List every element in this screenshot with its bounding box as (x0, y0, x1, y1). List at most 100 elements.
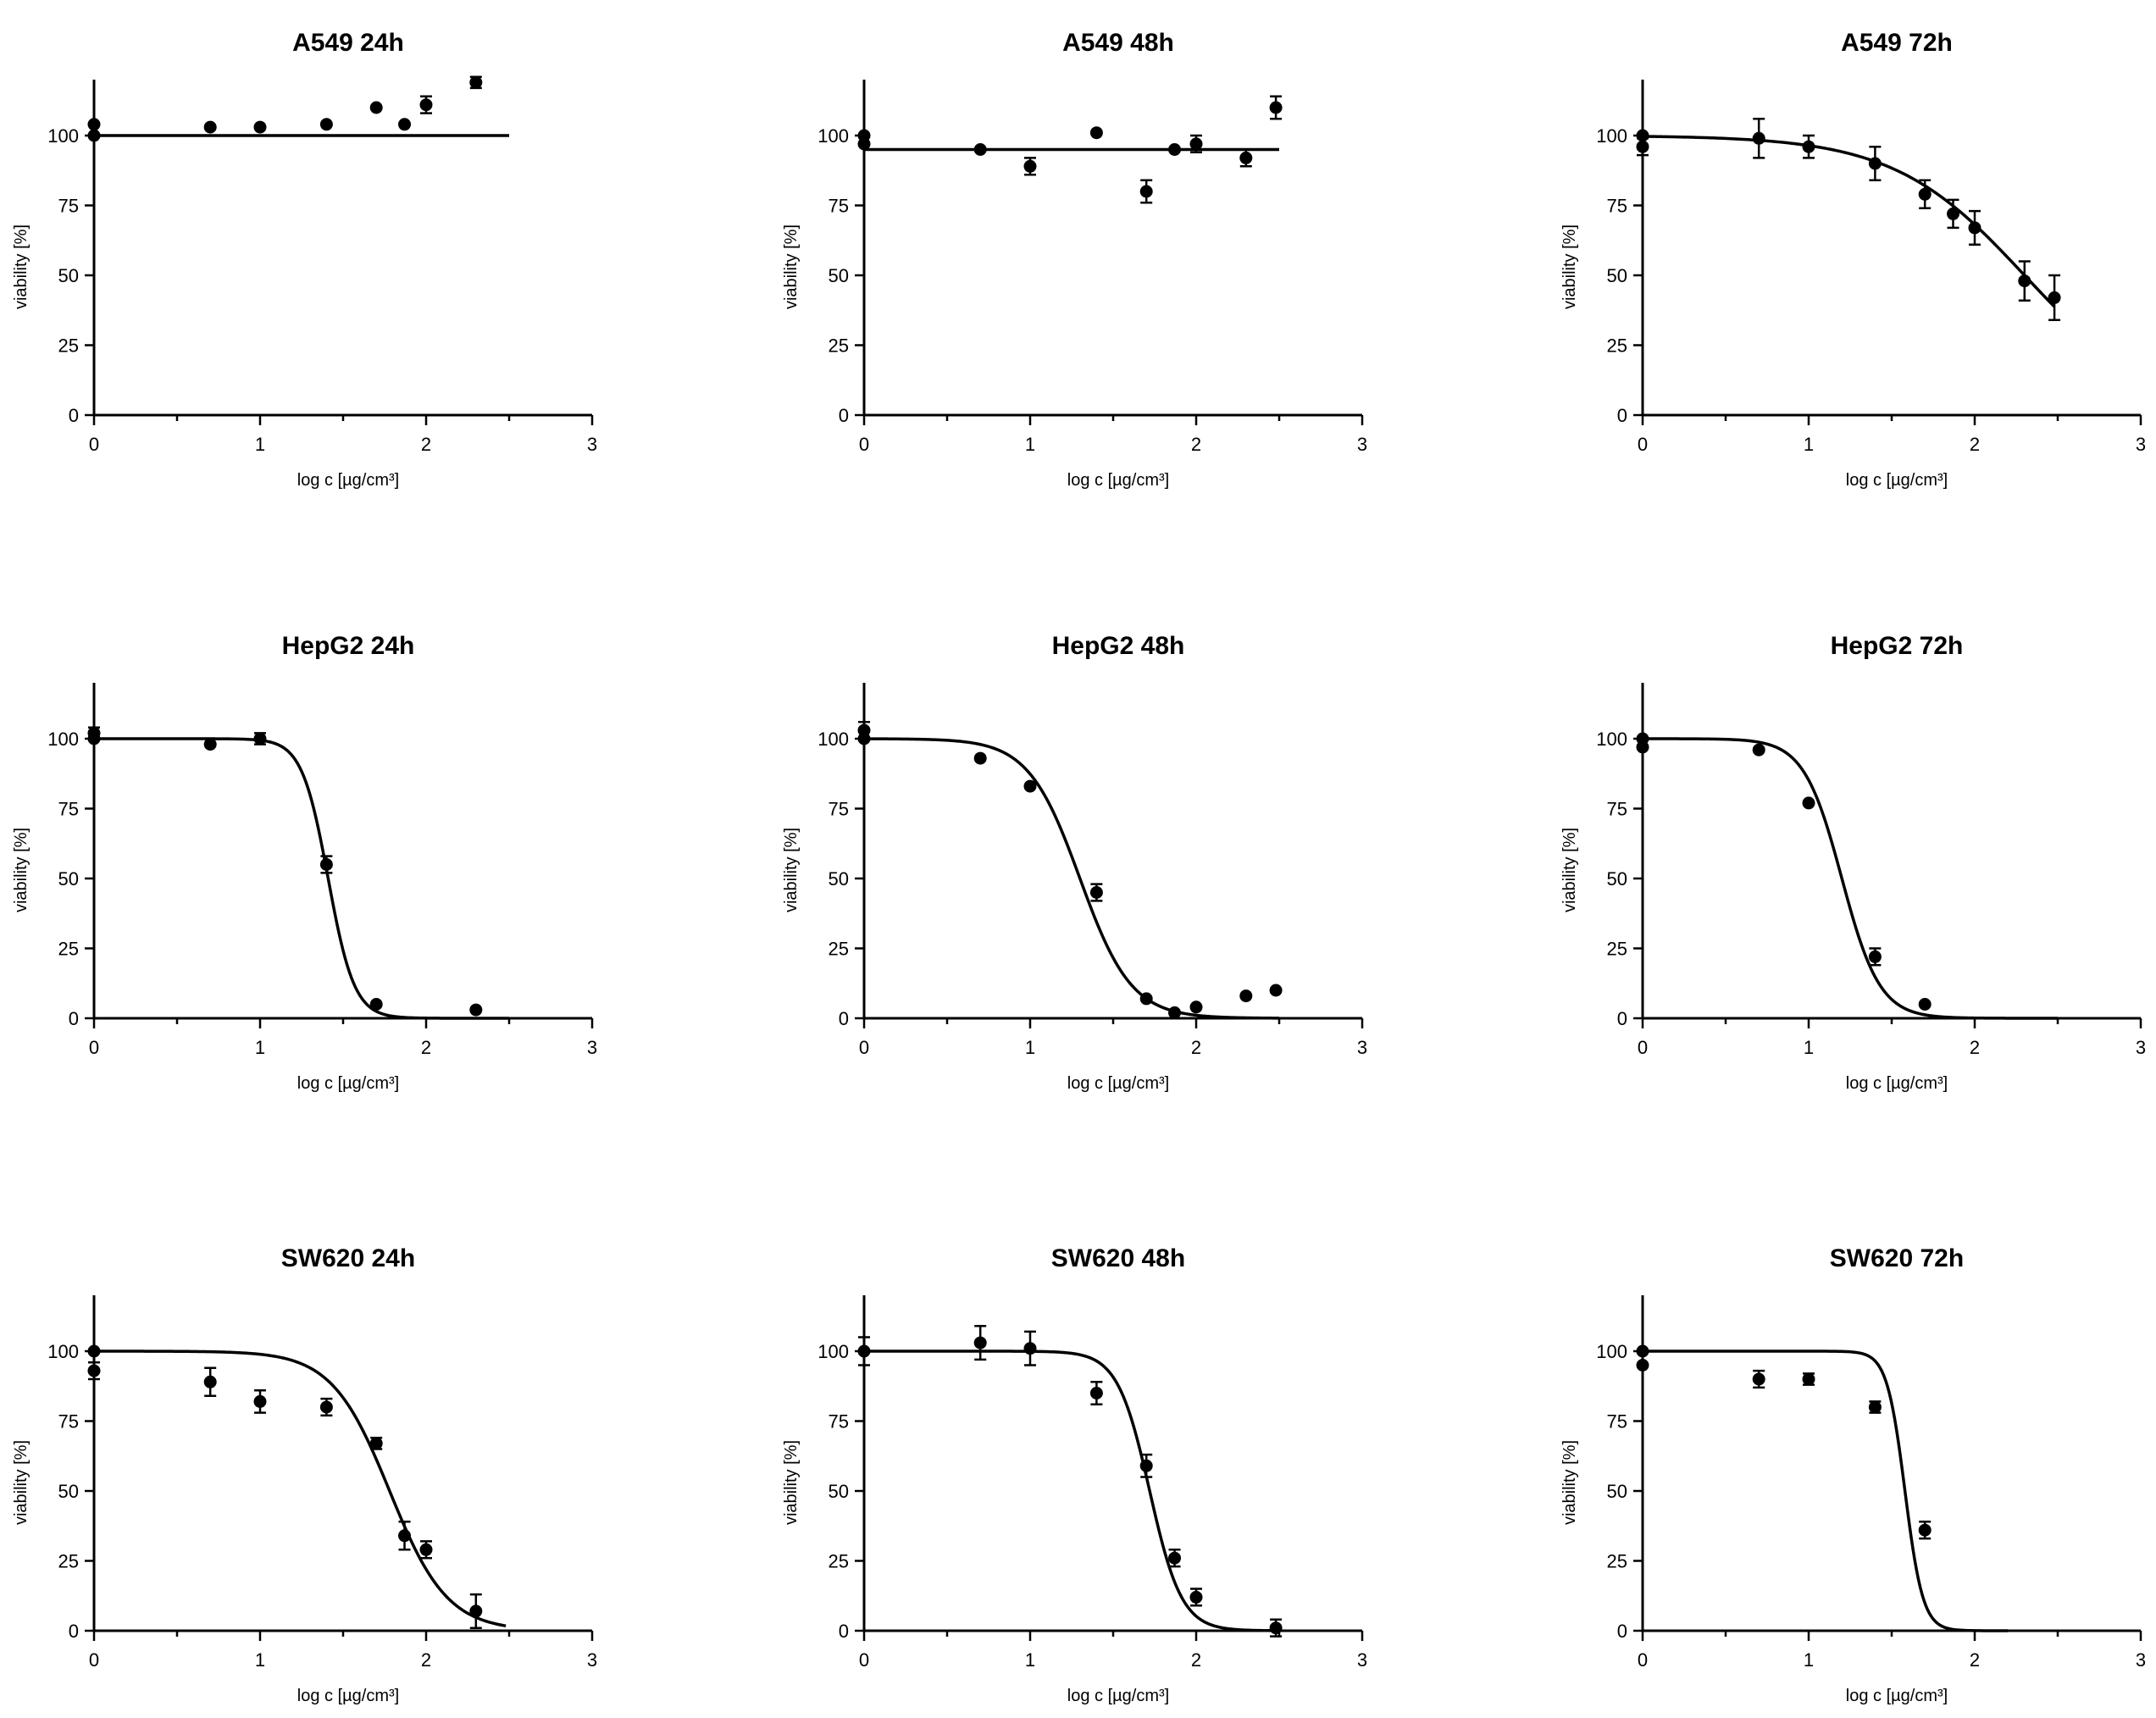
chart-title: SW620 72h (1830, 1244, 1964, 1272)
data-point (87, 129, 101, 142)
fit-curve (1642, 135, 2056, 308)
data-point (1269, 984, 1283, 997)
y-tick-label: 25 (58, 1551, 79, 1572)
x-tick-label: 3 (587, 1037, 597, 1058)
x-axis-label: log c [µg/cm³] (1067, 471, 1169, 490)
y-axis-label: viability [%] (782, 1440, 801, 1525)
data-point (1802, 140, 1815, 153)
y-axis-label: viability [%] (12, 1440, 30, 1525)
x-tick-label: 1 (1804, 434, 1814, 455)
y-tick-label: 100 (47, 125, 79, 147)
x-tick-label: 3 (1357, 434, 1367, 455)
x-tick-label: 1 (1025, 434, 1035, 455)
data-point (1752, 743, 1765, 756)
y-tick-label: 50 (829, 265, 849, 286)
chart-title: A549 24h (292, 29, 404, 57)
data-point (319, 1400, 333, 1414)
data-point (1089, 1387, 1103, 1399)
panel-hepg2-72h: HepG2 72h 0 1 2 3 0 25 50 75 100 log c [µg/cm³] via… (1560, 632, 2146, 1093)
data-point (319, 118, 333, 131)
chart-title: SW620 24h (281, 1244, 415, 1272)
data-point (87, 1344, 101, 1358)
data-point (203, 1375, 217, 1388)
y-axis-label: viability [%] (1560, 828, 1579, 912)
x-axis-label: log c [µg/cm³] (1846, 471, 1948, 490)
x-axis-label: log c [µg/cm³] (297, 471, 399, 490)
x-axis-label: log c [µg/cm³] (1067, 1687, 1169, 1705)
x-tick-label: 0 (89, 1649, 99, 1671)
data-point (973, 1336, 987, 1349)
data-point (369, 998, 383, 1011)
data-point (1802, 796, 1815, 810)
y-tick-label: 0 (839, 1008, 849, 1029)
y-tick-label: 75 (58, 1411, 79, 1433)
data-point (1868, 157, 1882, 170)
x-axis-label: log c [µg/cm³] (297, 1074, 399, 1093)
y-tick-label: 0 (839, 405, 849, 426)
x-axis-label: log c [µg/cm³] (1067, 1074, 1169, 1093)
data-point (1089, 886, 1103, 899)
x-axis-label: log c [µg/cm³] (297, 1687, 399, 1705)
y-tick-label: 25 (829, 335, 849, 357)
y-tick-label: 100 (1596, 729, 1627, 750)
data-point (469, 75, 483, 89)
y-tick-label: 100 (818, 125, 849, 147)
y-axis-label: viability [%] (12, 224, 30, 309)
y-axis-label: viability [%] (12, 828, 30, 912)
x-tick-label: 2 (1970, 1037, 1980, 1058)
x-tick-label: 0 (89, 434, 99, 455)
data-point (1947, 207, 1960, 220)
x-tick-label: 0 (859, 1649, 869, 1671)
data-point (419, 98, 433, 112)
x-tick-label: 3 (2136, 434, 2146, 455)
panel-sw620-48h: SW620 48h 0 1 2 3 0 25 50 75 100 log c [µg/cm³] via… (782, 1244, 1367, 1705)
x-tick-label: 1 (1025, 1649, 1035, 1671)
data-point (369, 101, 383, 114)
data-point (369, 1437, 383, 1450)
data-point (1752, 1372, 1765, 1386)
y-tick-label: 25 (58, 335, 79, 357)
data-point (253, 120, 267, 134)
data-point (1636, 740, 1649, 754)
y-tick-label: 100 (1596, 125, 1627, 147)
y-tick-label: 25 (58, 939, 79, 960)
chart-title: A549 48h (1062, 29, 1174, 57)
data-point (1168, 143, 1182, 156)
y-tick-label: 50 (1607, 1481, 1627, 1502)
x-tick-label: 1 (255, 1649, 265, 1671)
data-point (1189, 137, 1203, 151)
y-tick-label: 0 (69, 405, 79, 426)
data-point (973, 143, 987, 156)
data-point (1139, 992, 1153, 1006)
y-tick-label: 0 (69, 1008, 79, 1029)
data-point (2018, 274, 2031, 288)
x-tick-label: 3 (587, 1649, 597, 1671)
y-axis-label: viability [%] (782, 224, 801, 309)
x-tick-label: 3 (587, 434, 597, 455)
data-point (1139, 1459, 1153, 1472)
data-point (87, 1364, 101, 1377)
panel-a549-48h: A549 48h 0 1 2 3 0 25 50 75 100 log c [µg/cm³] viab… (782, 29, 1367, 490)
x-tick-label: 1 (255, 434, 265, 455)
data-point (1269, 1621, 1283, 1635)
y-tick-label: 100 (818, 729, 849, 750)
y-tick-label: 75 (1607, 196, 1627, 217)
data-point (1918, 1523, 1932, 1537)
panel-hepg2-24h: HepG2 24h 0 1 2 3 0 25 50 75 100 log c [µg/cm³] via… (12, 632, 597, 1093)
y-tick-label: 75 (1607, 799, 1627, 820)
x-tick-label: 2 (1970, 1649, 1980, 1671)
data-point (1868, 1400, 1882, 1414)
y-tick-label: 100 (1596, 1341, 1627, 1362)
data-point (1636, 140, 1649, 153)
y-axis-label: viability [%] (1560, 224, 1579, 309)
data-point (1802, 1372, 1815, 1386)
y-tick-label: 25 (1607, 939, 1627, 960)
data-point (1023, 779, 1037, 793)
data-point (1139, 185, 1153, 198)
panel-a549-24h: A549 24h 0 1 2 3 0 25 50 75 100 log c [µg/cm³] viab… (12, 29, 597, 490)
fit-curve (1643, 737, 2058, 1020)
x-tick-label: 2 (421, 1649, 431, 1671)
y-tick-label: 50 (58, 1481, 79, 1502)
data-point (203, 120, 217, 134)
